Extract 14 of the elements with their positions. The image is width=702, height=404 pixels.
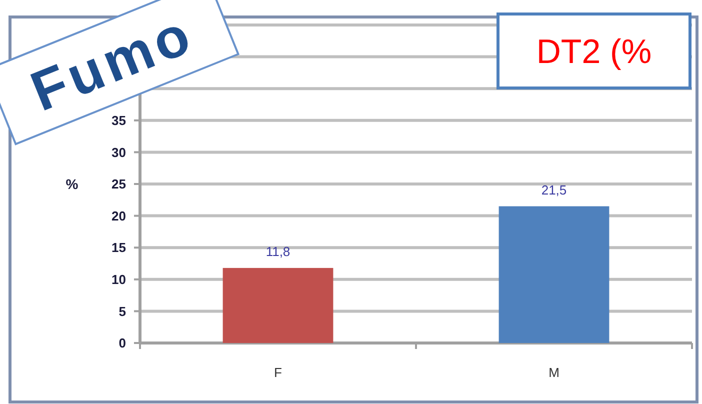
y-axis-title: % (66, 176, 79, 192)
y-tick-label: 20 (112, 208, 126, 224)
y-tick-label: 10 (112, 272, 126, 287)
y-tick-label: 15 (112, 240, 126, 256)
y-tick-label: 25 (112, 176, 126, 192)
chart-subtitle: DT2 (% (536, 32, 652, 71)
y-tick-label: 5 (118, 304, 126, 319)
x-tick-label: M (548, 365, 560, 380)
y-tick-label: 0 (118, 336, 126, 351)
y-tick-label: 30 (112, 144, 126, 160)
y-tick-label: 35 (112, 112, 126, 128)
data-label: 21,5 (541, 182, 567, 198)
x-tick-label: F (274, 365, 282, 380)
data-label: 11,8 (266, 244, 290, 259)
